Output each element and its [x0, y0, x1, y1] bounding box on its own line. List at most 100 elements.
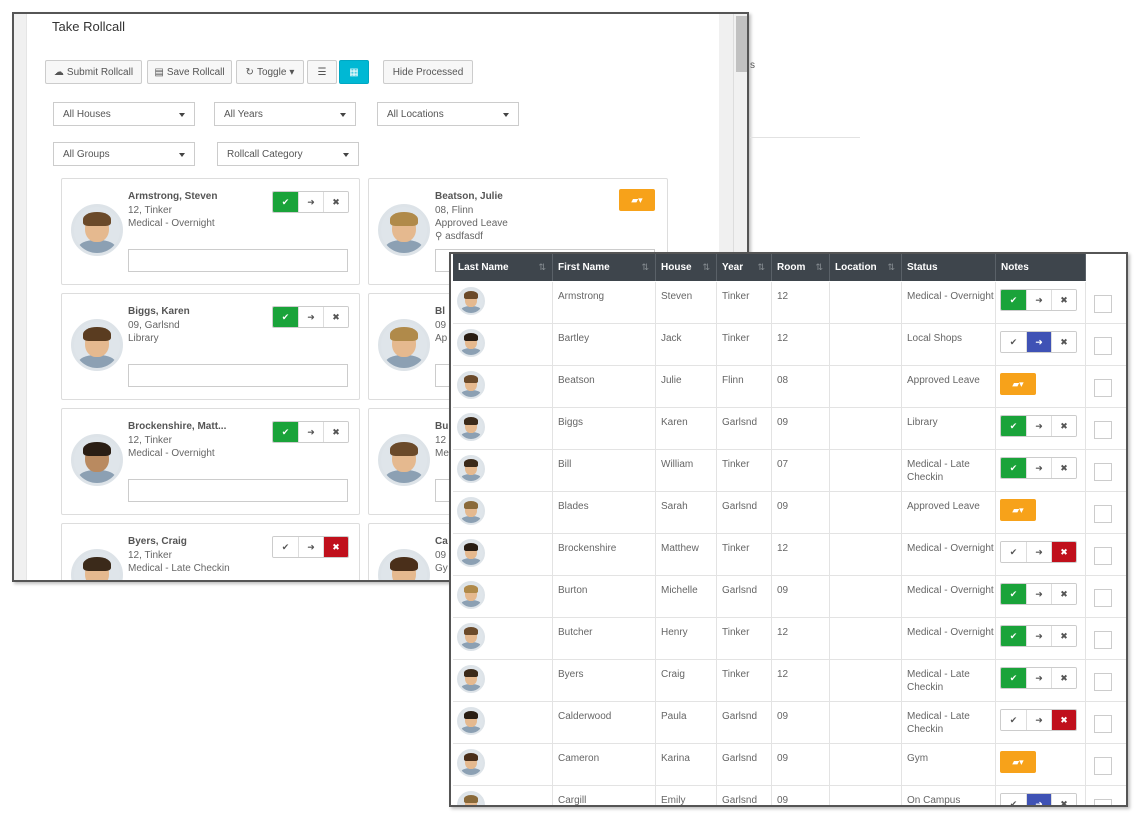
absent-x-icon[interactable]: ✖: [1051, 668, 1076, 688]
student-card[interactable]: Biggs, Karen 09, Garlsnd Library ✔ ➜ ✖: [61, 293, 360, 400]
sign-in-icon[interactable]: ➜: [298, 422, 323, 442]
row-select-checkbox[interactable]: [1094, 421, 1112, 439]
present-check-icon[interactable]: ✔: [1001, 794, 1026, 805]
sign-in-icon[interactable]: ➜: [1026, 416, 1051, 436]
absent-x-icon[interactable]: ✖: [1051, 290, 1076, 310]
leave-dropdown-button[interactable]: ▰▾: [619, 189, 655, 211]
table-row[interactable]: Burton Michelle Garlsnd 09 Medical - Overnig…: [453, 576, 1126, 618]
leave-dropdown-button[interactable]: ▰▾: [1000, 499, 1036, 521]
sign-in-icon[interactable]: ➜: [1026, 626, 1051, 646]
header-year[interactable]: Year ⇅: [717, 254, 772, 281]
present-check-icon[interactable]: ✔: [1001, 710, 1026, 730]
header-location[interactable]: Location ⇅: [830, 254, 902, 281]
category-select[interactable]: Rollcall Category: [217, 142, 359, 166]
table-row[interactable]: Bill William Tinker 07 Medical - Late Checki…: [453, 450, 1126, 492]
notes-input[interactable]: [128, 364, 348, 387]
list-view-button[interactable]: ☰: [307, 60, 337, 84]
present-check-icon[interactable]: ✔: [1001, 416, 1026, 436]
table-row[interactable]: Armstrong Steven Tinker 12 Medical - Overnig…: [453, 282, 1126, 324]
present-check-icon[interactable]: ✔: [1001, 542, 1026, 562]
row-select-checkbox[interactable]: [1094, 337, 1112, 355]
sign-in-icon[interactable]: ➜: [1026, 290, 1051, 310]
absent-x-icon[interactable]: ✖: [1051, 626, 1076, 646]
row-select-checkbox[interactable]: [1094, 799, 1112, 805]
sign-in-icon[interactable]: ➜: [298, 192, 323, 212]
row-select-checkbox[interactable]: [1094, 295, 1112, 313]
row-select-checkbox[interactable]: [1094, 505, 1112, 523]
database-icon: ▤: [154, 66, 164, 78]
row-select-checkbox[interactable]: [1094, 547, 1112, 565]
absent-x-icon[interactable]: ✖: [1051, 416, 1076, 436]
leave-dropdown-button[interactable]: ▰▾: [1000, 373, 1036, 395]
row-select-checkbox[interactable]: [1094, 589, 1112, 607]
sign-in-icon[interactable]: ➜: [1026, 794, 1051, 805]
table-row[interactable]: Biggs Karen Garlsnd 09 Library ✔ ➜ ✖: [453, 408, 1126, 450]
student-card[interactable]: Byers, Craig 12, Tinker Medical - Late C…: [61, 523, 360, 580]
absent-x-icon[interactable]: ✖: [1051, 710, 1076, 730]
caret-down-icon: [343, 153, 349, 157]
table-row[interactable]: Cargill Emily Garlsnd 09 On Campus ✔ ➜ ✖: [453, 786, 1126, 805]
locations-select[interactable]: All Locations: [377, 102, 519, 126]
absent-x-icon[interactable]: ✖: [1051, 332, 1076, 352]
absent-x-icon[interactable]: ✖: [1051, 584, 1076, 604]
row-select-checkbox[interactable]: [1094, 715, 1112, 733]
absent-x-icon[interactable]: ✖: [323, 307, 348, 327]
toggle-dropdown-button[interactable]: ↻ Toggle ▾: [236, 60, 304, 84]
row-select-checkbox[interactable]: [1094, 631, 1112, 649]
leave-dropdown-button[interactable]: ▰▾: [1000, 751, 1036, 773]
header-room[interactable]: Room ⇅: [772, 254, 830, 281]
present-check-icon[interactable]: ✔: [1001, 626, 1026, 646]
row-select-checkbox[interactable]: [1094, 463, 1112, 481]
header-last-name[interactable]: Last Name ⇅: [453, 254, 553, 281]
table-row[interactable]: Beatson Julie Flinn 08 Approved Leave ▰▾: [453, 366, 1126, 408]
present-check-icon[interactable]: ✔: [273, 422, 298, 442]
absent-x-icon[interactable]: ✖: [323, 537, 348, 557]
row-select-checkbox[interactable]: [1094, 379, 1112, 397]
absent-x-icon[interactable]: ✖: [1051, 542, 1076, 562]
row-select-checkbox[interactable]: [1094, 757, 1112, 775]
present-check-icon[interactable]: ✔: [1001, 290, 1026, 310]
row-select-checkbox[interactable]: [1094, 673, 1112, 691]
submit-rollcall-button[interactable]: ☁ Submit Rollcall: [45, 60, 142, 84]
notes-input[interactable]: [128, 479, 348, 502]
absent-x-icon[interactable]: ✖: [323, 422, 348, 442]
sign-in-icon[interactable]: ➜: [298, 307, 323, 327]
scrollbar-thumb[interactable]: [736, 16, 747, 72]
sign-in-icon[interactable]: ➜: [1026, 584, 1051, 604]
present-check-icon[interactable]: ✔: [1001, 668, 1026, 688]
sign-in-icon[interactable]: ➜: [1026, 710, 1051, 730]
table-row[interactable]: Calderwood Paula Garlsnd 09 Medical - Late C…: [453, 702, 1126, 744]
table-row[interactable]: Byers Craig Tinker 12 Medical - Late Checkin…: [453, 660, 1126, 702]
present-check-icon[interactable]: ✔: [1001, 458, 1026, 478]
houses-select[interactable]: All Houses: [53, 102, 195, 126]
grid-view-button[interactable]: ▦: [339, 60, 369, 84]
header-first-name[interactable]: First Name ⇅: [553, 254, 656, 281]
present-check-icon[interactable]: ✔: [1001, 332, 1026, 352]
sign-in-icon[interactable]: ➜: [1026, 542, 1051, 562]
header-house[interactable]: House ⇅: [656, 254, 717, 281]
notes-input[interactable]: [128, 249, 348, 272]
present-check-icon[interactable]: ✔: [273, 192, 298, 212]
hide-processed-button[interactable]: Hide Processed: [383, 60, 473, 84]
present-check-icon[interactable]: ✔: [273, 307, 298, 327]
present-check-icon[interactable]: ✔: [1001, 584, 1026, 604]
absent-x-icon[interactable]: ✖: [1051, 794, 1076, 805]
years-select[interactable]: All Years: [214, 102, 356, 126]
sign-in-icon[interactable]: ➜: [1026, 458, 1051, 478]
table-row[interactable]: Blades Sarah Garlsnd 09 Approved Leave ▰▾: [453, 492, 1126, 534]
check-icon[interactable]: ✔: [273, 537, 298, 557]
student-card[interactable]: Brockenshire, Matt... 12, Tinker Medical…: [61, 408, 360, 515]
student-card[interactable]: Armstrong, Steven 12, Tinker Medical - O…: [61, 178, 360, 285]
table-row[interactable]: Butcher Henry Tinker 12 Medical - Overnight ✔…: [453, 618, 1126, 660]
cell-notes: ✔ ➜ ✖: [996, 450, 1086, 491]
save-rollcall-button[interactable]: ▤ Save Rollcall: [147, 60, 232, 84]
absent-x-icon[interactable]: ✖: [323, 192, 348, 212]
table-row[interactable]: Bartley Jack Tinker 12 Local Shops ✔ ➜ ✖: [453, 324, 1126, 366]
sign-in-icon[interactable]: ➜: [1026, 668, 1051, 688]
table-row[interactable]: Cameron Karina Garlsnd 09 Gym ▰▾: [453, 744, 1126, 786]
absent-x-icon[interactable]: ✖: [1051, 458, 1076, 478]
groups-select[interactable]: All Groups: [53, 142, 195, 166]
table-row[interactable]: Brockenshire Matthew Tinker 12 Medical - Ove…: [453, 534, 1126, 576]
sign-in-icon[interactable]: ➜: [298, 537, 323, 557]
sign-in-icon[interactable]: ➜: [1026, 332, 1051, 352]
